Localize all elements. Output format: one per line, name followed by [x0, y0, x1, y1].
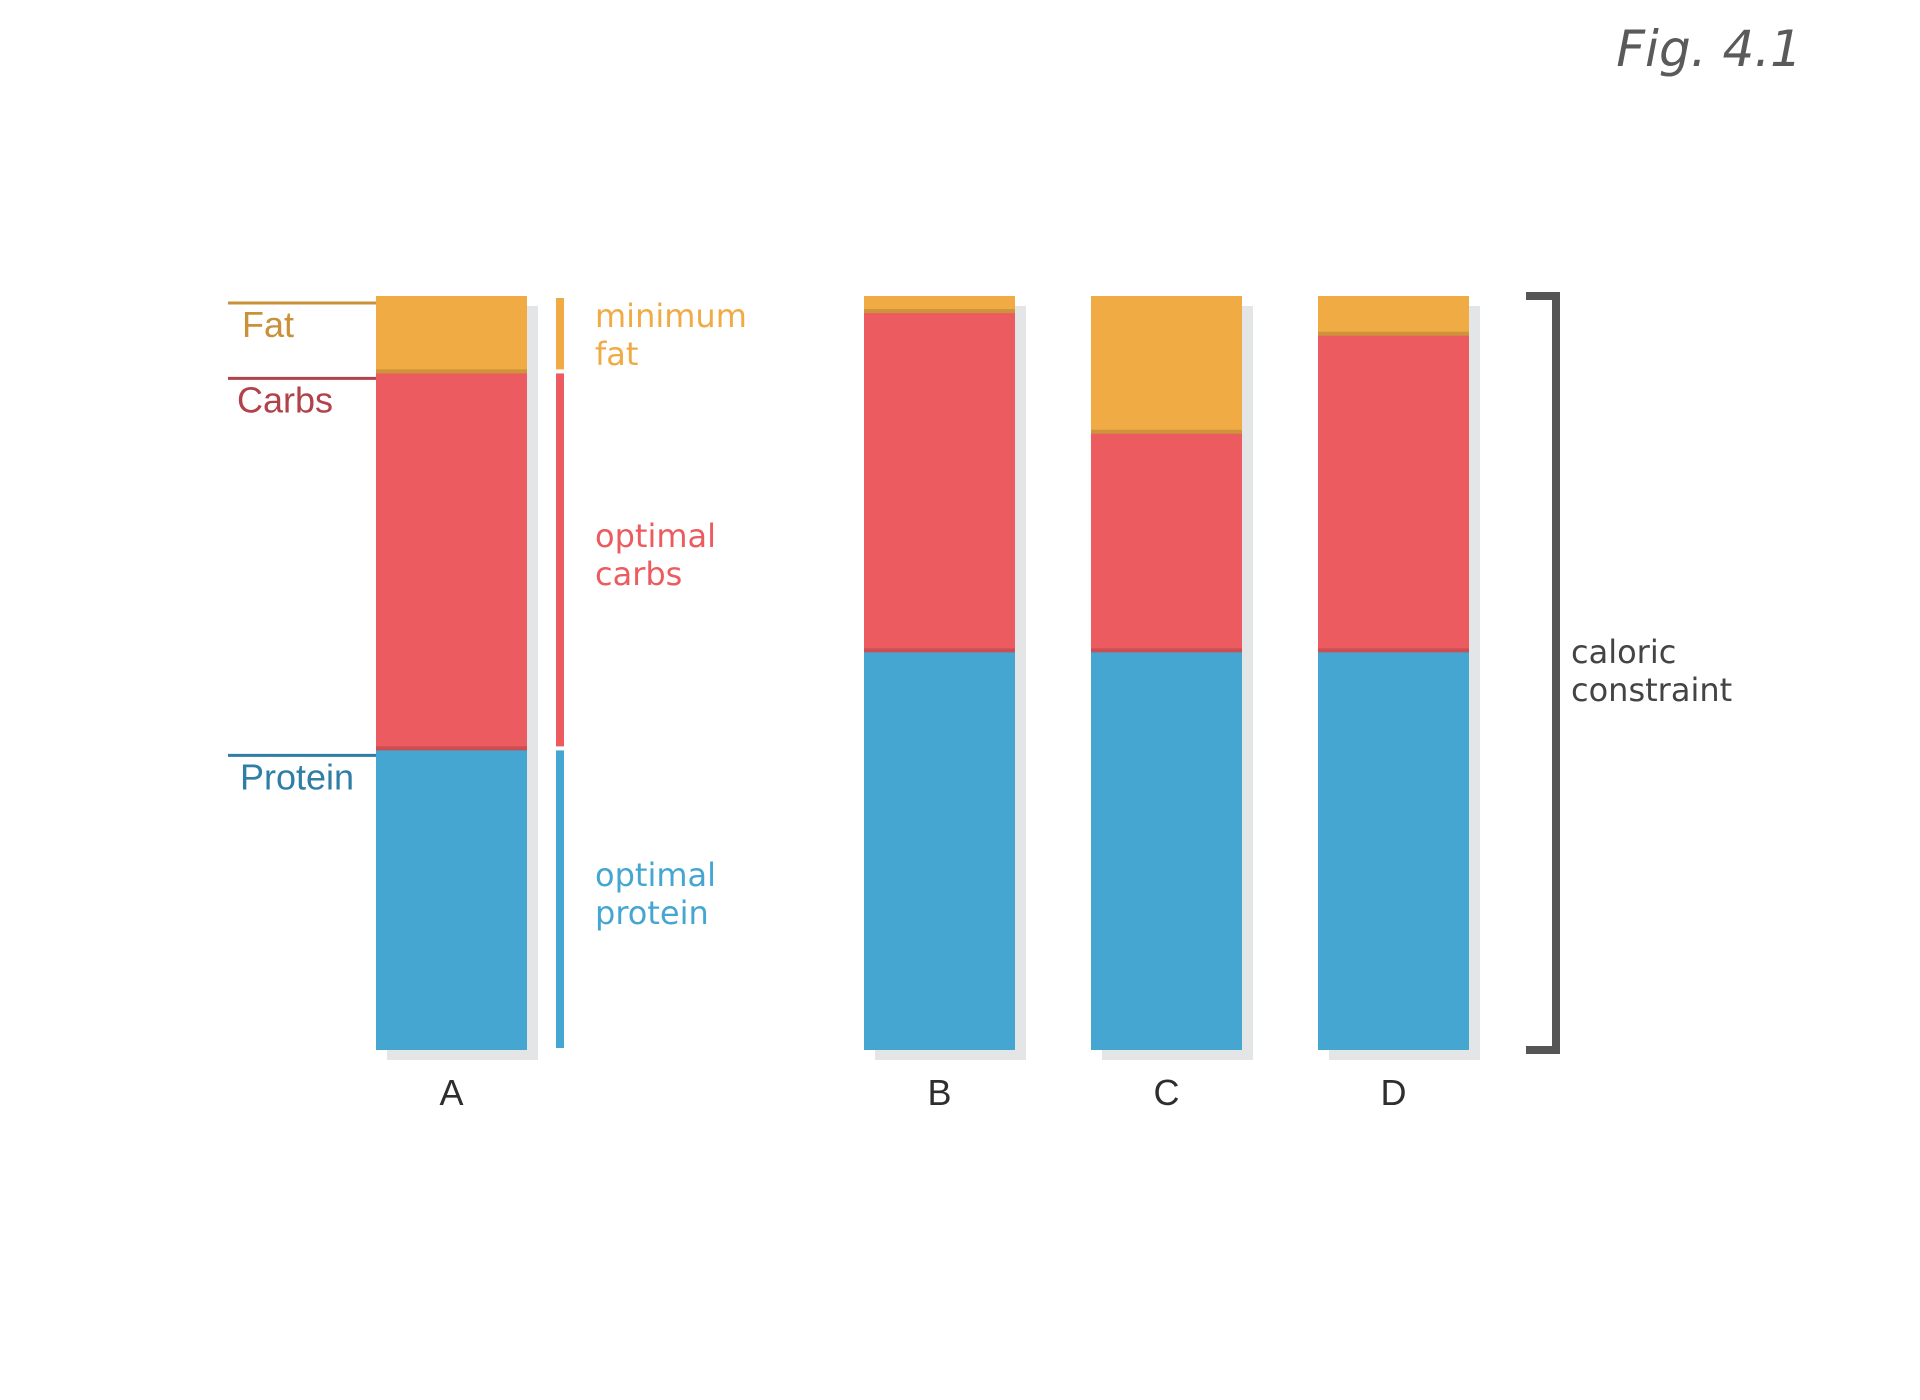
caloric-constraint-line-1: caloric	[1571, 633, 1676, 671]
annotation-protein: optimal protein	[595, 856, 716, 932]
annotation-fat: minimum fat	[595, 297, 747, 373]
bar-divider-c-carbs	[1091, 648, 1242, 653]
bar-b-protein	[864, 650, 1015, 1050]
bar-divider-a-fat	[376, 369, 527, 374]
annotation-bar-protein	[556, 750, 564, 1048]
figure-title: Fig. 4.1	[1616, 20, 1802, 78]
series-label-carbs: Carbs	[237, 379, 333, 420]
annotation-carbs-line-1: optimal	[595, 517, 716, 555]
x-tick-label-c: C	[1154, 1072, 1180, 1113]
bar-d-protein	[1318, 650, 1469, 1050]
bar-a-protein	[376, 748, 527, 1050]
bar-c-protein	[1091, 650, 1242, 1050]
bar-divider-b-fat	[864, 309, 1015, 314]
series-label-fat: Fat	[242, 304, 294, 345]
bar-divider-a-carbs	[376, 746, 527, 751]
bar-b-fat	[864, 296, 1015, 312]
annotation-bar-carbs	[556, 373, 564, 747]
bar-c-carbs	[1091, 431, 1242, 651]
bar-divider-d-fat	[1318, 331, 1469, 336]
x-tick-label-b: B	[927, 1072, 951, 1113]
bar-a-carbs	[376, 371, 527, 749]
annotation-protein-line-1: optimal	[595, 856, 716, 894]
annotation-fat-line-1: minimum	[595, 297, 747, 335]
series-label-protein: Protein	[240, 756, 354, 797]
caloric-constraint-line-2: constraint	[1571, 671, 1732, 709]
annotation-carbs: optimal carbs	[595, 517, 716, 593]
annotation-protein-line-2: protein	[595, 894, 709, 932]
bar-d-carbs	[1318, 333, 1469, 651]
caloric-constraint-label: caloric constraint	[1571, 633, 1732, 709]
bar-d-fat	[1318, 296, 1469, 334]
annotation-fat-line-2: fat	[595, 335, 638, 373]
bar-c-fat	[1091, 296, 1242, 432]
x-tick-label-a: A	[439, 1072, 463, 1113]
bar-divider-b-carbs	[864, 648, 1015, 653]
bar-a-fat	[376, 296, 527, 372]
caloric-constraint-bracket	[1526, 292, 1560, 1054]
bar-divider-c-fat	[1091, 429, 1242, 434]
annotation-bar-fat	[556, 298, 564, 370]
annotation-carbs-line-2: carbs	[595, 555, 682, 593]
bar-b-carbs	[864, 311, 1015, 651]
x-tick-label-d: D	[1381, 1072, 1407, 1113]
bar-divider-d-carbs	[1318, 648, 1469, 653]
